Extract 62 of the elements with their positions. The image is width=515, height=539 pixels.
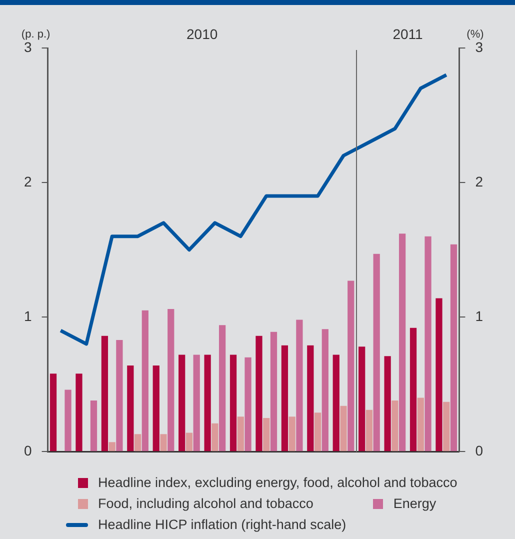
- bar: [398, 234, 406, 452]
- y-tick-label: 1: [24, 308, 32, 324]
- y-tick-label: 2: [24, 173, 32, 190]
- bar: [244, 357, 252, 452]
- legend-label: Headline HICP inflation (right-hand scale): [97, 516, 346, 534]
- bar: [186, 432, 193, 452]
- y-axis-title: (p. p.): [21, 28, 50, 41]
- bar: [296, 320, 303, 452]
- bar: [424, 236, 432, 452]
- bar: [193, 354, 200, 452]
- bar: [410, 328, 417, 452]
- bar: [64, 390, 72, 452]
- bar: [256, 336, 262, 452]
- bar: [142, 310, 148, 452]
- bar: [314, 412, 322, 452]
- bar: [152, 366, 160, 452]
- bar: [443, 402, 450, 452]
- legend-label: Energy: [392, 495, 436, 513]
- legend-label: Headline index, excluding energy, food, alcohol and tobacco: [97, 474, 458, 492]
- bar: [384, 356, 391, 452]
- bar: [116, 340, 123, 452]
- y-tick-label: 3: [24, 38, 32, 55]
- bar: [358, 346, 366, 452]
- bar: [218, 325, 226, 452]
- y2-tick-label: 1: [475, 308, 484, 324]
- y2-tick-label: 2: [475, 173, 484, 190]
- bar: [178, 354, 186, 452]
- bar: [101, 336, 108, 452]
- bar: [127, 366, 134, 452]
- bar: [212, 423, 218, 452]
- bar: [281, 345, 288, 452]
- bar: [307, 345, 314, 452]
- bar: [417, 398, 424, 452]
- bar: [288, 416, 296, 452]
- bar: [332, 354, 340, 452]
- bar: [134, 434, 142, 452]
- y2-tick-label: 3: [475, 38, 484, 55]
- bar: [340, 406, 347, 452]
- bar: [108, 442, 116, 452]
- bar: [348, 280, 354, 452]
- bar: [168, 308, 174, 452]
- bar: [76, 374, 82, 452]
- y-tick-label: 0: [24, 442, 32, 458]
- text: 2010: [186, 26, 218, 42]
- y2-axis-title: (%): [466, 28, 484, 41]
- bar: [373, 254, 380, 452]
- bar: [90, 400, 98, 452]
- bar: [263, 418, 270, 452]
- y2-tick-label: 0: [475, 442, 484, 458]
- bar: [237, 416, 244, 452]
- bar: [366, 410, 373, 452]
- bar: [230, 354, 237, 452]
- bar: [436, 298, 442, 452]
- bar: [204, 354, 211, 452]
- bar: [270, 332, 278, 452]
- bar: [450, 244, 458, 452]
- bar: [50, 374, 57, 452]
- bar: [392, 400, 398, 452]
- legend-label: Food, including alcohol and tobacco: [97, 495, 314, 513]
- bar: [322, 329, 328, 452]
- bar: [160, 434, 167, 452]
- text: 2011: [392, 26, 424, 42]
